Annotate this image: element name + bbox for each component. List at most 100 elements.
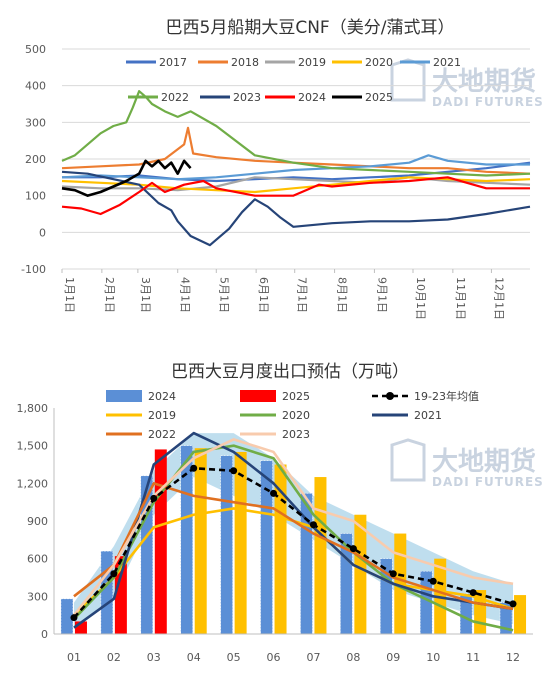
export-x-tick: 02 [107, 651, 121, 664]
cnf-y-tick: 400 [25, 80, 46, 93]
export-legend-marker-avg [386, 392, 394, 400]
export-legend-label: 2023 [282, 428, 310, 441]
cnf-legend-label-2020: 2020 [365, 56, 393, 69]
export-avg-point [270, 489, 278, 497]
export-x-tick: 10 [426, 651, 440, 664]
export-avg-point [190, 464, 198, 472]
export-legend-label: 19-23年均值 [414, 389, 479, 403]
export-bar-2019-07 [314, 477, 327, 634]
cnf-x-ticks: 1月1日 2月1日 3月1日 4月1日 5月1日 6月1日 7月1日 8月1日 9月1日 10月1… [63, 277, 505, 320]
export-x-tick: 09 [386, 651, 400, 664]
export-bar-2024-01 [60, 598, 74, 635]
cnf-series-2019 [61, 176, 531, 192]
watermark-cn-2: 大地期货 [432, 446, 536, 477]
export-legend-label: 2025 [282, 390, 310, 403]
cnf-legend-label-2021: 2021 [433, 56, 461, 69]
cnf-series-2024 [61, 176, 530, 216]
export-bar-2019-06 [274, 464, 287, 634]
export-y-tick: 1,200 [17, 477, 49, 490]
cnf-y-tick: 500 [25, 43, 46, 56]
cnf-legend-label-2022: 2022 [161, 91, 189, 104]
export-chart: 巴西大豆月度出口预估（万吨） 大地期货 DADI FUTURES 1,800 1,… [17, 362, 544, 664]
export-y-tick: 1,500 [17, 440, 49, 453]
cnf-x-tick: 6月1日 [257, 277, 270, 313]
export-legend-label: 2019 [148, 409, 176, 422]
export-lines [70, 431, 517, 632]
export-x-tick: 07 [306, 651, 320, 664]
export-y-tick: 1,800 [17, 402, 49, 415]
cnf-x-tick: 7月1日 [296, 277, 309, 313]
export-bar-2025-03 [154, 449, 167, 634]
export-bar-2025-02 [114, 556, 127, 634]
export-line-2020 [73, 444, 514, 632]
export-bar-2019-12 [514, 595, 527, 634]
cnf-y-tick: 300 [25, 116, 46, 129]
export-y-ticks: 1,800 1,500 1,200 900 600 300 0 [17, 402, 533, 641]
cnf-legend-label-2017: 2017 [159, 56, 187, 69]
export-avg-point [110, 570, 118, 578]
watermark-logo-icon-2 [390, 438, 426, 482]
cnf-chart: 巴西5月船期大豆CNF（美分/蒲式耳） 大地期货 DADI FUTURES 50… [21, 18, 544, 320]
export-y-tick: 900 [27, 515, 48, 528]
cnf-y-tick: 0 [39, 226, 46, 239]
export-avg-point [509, 600, 517, 608]
cnf-series-2025 [61, 159, 192, 197]
watermark-2: 大地期货 DADI FUTURES [390, 438, 544, 489]
export-x-tick: 04 [187, 651, 201, 664]
export-x-tick: 05 [227, 651, 241, 664]
export-avg-point [70, 614, 78, 622]
export-x-tick: 01 [67, 651, 81, 664]
export-legend-swatch-2025 [240, 390, 276, 402]
export-avg-point [349, 545, 357, 553]
cnf-series-2017 [62, 161, 531, 183]
cnf-y-tick: 100 [25, 190, 46, 203]
watermark: 大地期货 DADI FUTURES [390, 58, 544, 109]
watermark-logo-icon [390, 58, 426, 102]
export-avg-point [469, 589, 477, 597]
cnf-y-tick: -100 [21, 263, 46, 276]
cnf-x-tick: 5月1日 [217, 277, 230, 313]
export-bar-2019-05 [234, 451, 247, 634]
export-y-tick: 0 [41, 628, 48, 641]
export-bar-2024-02 [100, 550, 114, 635]
cnf-x-tick: 12月1日 [492, 277, 505, 320]
export-legend-label: 2024 [148, 390, 176, 403]
export-avg-point [230, 467, 238, 475]
export-line-2021 [73, 431, 514, 629]
cnf-x-tick: 3月1日 [139, 277, 152, 313]
export-avg-point [429, 577, 437, 585]
cnf-legend-label-2024: 2024 [298, 91, 326, 104]
watermark-cn: 大地期货 [432, 66, 536, 97]
export-x-tick: 03 [147, 651, 161, 664]
cnf-y-ticks: 500 400 300 200 100 0 -100 [21, 43, 46, 276]
watermark-en: DADI FUTURES [432, 95, 544, 109]
export-legend-swatch-2024 [106, 390, 142, 402]
cnf-x-tick: 2月1日 [103, 277, 116, 313]
export-avg-point [309, 521, 317, 529]
cnf-x-tick: 1月1日 [63, 277, 76, 313]
export-legend-label: 2021 [414, 409, 442, 422]
export-line-avg [72, 466, 514, 619]
cnf-chart-title: 巴西5月船期大豆CNF（美分/蒲式耳） [166, 18, 455, 38]
cnf-series-2018 [61, 126, 531, 175]
cnf-x-tick: 11月1日 [454, 277, 467, 320]
export-x-tick: 06 [267, 651, 281, 664]
cnf-legend: 2017 2018 2019 2020 2021 2022 2023 2024 2025 [126, 56, 461, 104]
export-avg-point [150, 494, 158, 502]
export-x-tick: 08 [346, 651, 360, 664]
cnf-legend-label-2018: 2018 [231, 56, 259, 69]
cnf-series [61, 90, 531, 247]
export-line-2023 [72, 438, 514, 616]
export-line-2022 [73, 482, 514, 611]
export-bar-2019-04 [194, 448, 207, 634]
export-bar-2024-05 [220, 455, 233, 635]
cnf-legend-label-2019: 2019 [298, 56, 326, 69]
export-chart-title: 巴西大豆月度出口预估（万吨） [171, 362, 409, 382]
cnf-legend-label-2025: 2025 [365, 91, 393, 104]
cnf-series-2023 [61, 170, 531, 247]
cnf-y-tick: 200 [25, 153, 46, 166]
export-y-tick: 300 [27, 590, 48, 603]
export-x-tick: 11 [466, 651, 480, 664]
watermark-en-2: DADI FUTURES [432, 475, 544, 489]
